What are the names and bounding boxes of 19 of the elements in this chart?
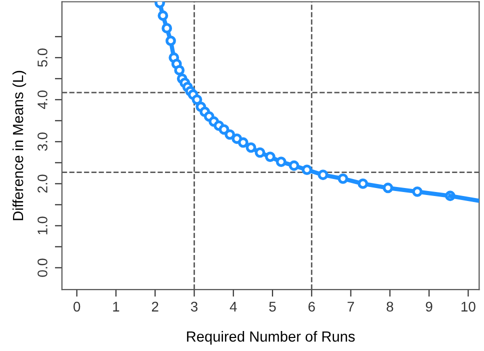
x-tick-label: 10	[462, 302, 476, 312]
x-tick-label: 6	[308, 302, 315, 312]
x-tick-label: 3	[190, 302, 198, 312]
y-tick-label: 0.0	[38, 258, 48, 277]
y-tick-label: 5.0	[38, 48, 48, 67]
x-tick-label: 9	[426, 302, 432, 312]
x-tick-label: 1	[113, 302, 120, 312]
x-tick-label: 4	[230, 302, 237, 312]
y-tick-label: 1.0	[38, 216, 48, 234]
y-axis-title: Difference in Means (L)	[12, 70, 26, 220]
x-tick-label: 5	[269, 302, 276, 312]
x-tick-label: 8	[386, 302, 394, 312]
x-tick-label: 0	[74, 302, 80, 312]
y-tick-label: 3.0	[38, 132, 48, 151]
y-tick-label: 2.0	[38, 174, 48, 193]
x-tick-label: 2	[152, 302, 158, 312]
y-tick-label: 4.0	[38, 90, 48, 109]
x-tick-label: 7	[348, 302, 354, 312]
x-axis-title: Required Number of Runs	[187, 330, 355, 345]
